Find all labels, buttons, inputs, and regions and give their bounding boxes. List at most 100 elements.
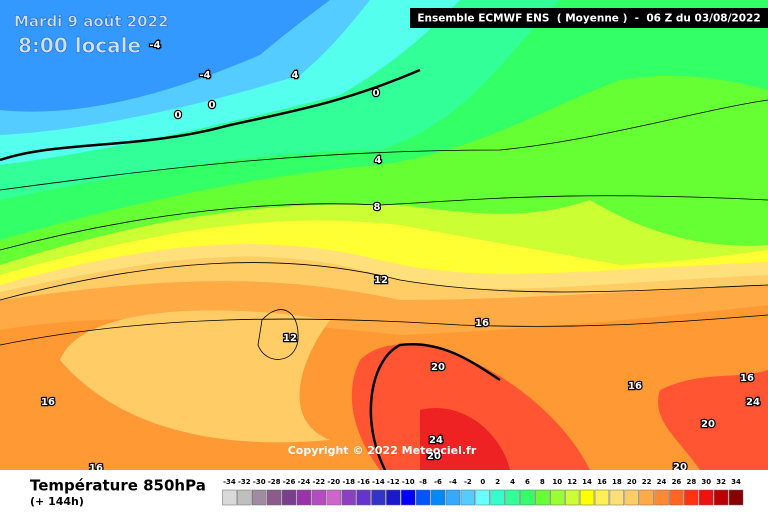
scale-swatch bbox=[684, 489, 699, 506]
contour-label: -4 bbox=[149, 40, 160, 51]
scale-label: -16 bbox=[357, 478, 370, 486]
scale-swatch bbox=[356, 489, 371, 506]
scale-swatch bbox=[252, 489, 267, 506]
scale-label: 10 bbox=[552, 478, 562, 486]
scale-swatch bbox=[564, 489, 580, 506]
contour-label: 12 bbox=[283, 333, 297, 344]
legend-title: Température 850hPa bbox=[30, 477, 206, 495]
header-box bbox=[410, 8, 768, 28]
contour-label: 16 bbox=[740, 373, 754, 384]
contour-label: 0 bbox=[373, 88, 380, 99]
contour-label: 16 bbox=[628, 381, 642, 392]
scale-swatch bbox=[520, 489, 535, 506]
map-fields bbox=[0, 0, 768, 471]
contour-label: 16 bbox=[41, 397, 55, 408]
scale-swatch bbox=[326, 489, 341, 506]
scale-label: 34 bbox=[731, 478, 741, 486]
contour-label: 0 bbox=[209, 100, 216, 111]
legend-lead: (+ 144h) bbox=[30, 495, 84, 508]
scale-swatch bbox=[296, 489, 312, 506]
scale-label: 18 bbox=[612, 478, 622, 486]
scale-label: 0 bbox=[480, 478, 485, 486]
scale-swatch bbox=[415, 489, 431, 506]
scale-label: 2 bbox=[495, 478, 500, 486]
scale-label: -32 bbox=[238, 478, 251, 486]
scale-label: -28 bbox=[268, 478, 281, 486]
contour-label: 4 bbox=[375, 155, 382, 166]
scale-label: -18 bbox=[342, 478, 355, 486]
scale-swatch bbox=[311, 489, 327, 506]
scale-swatch bbox=[445, 489, 461, 506]
scale-label: -6 bbox=[434, 478, 442, 486]
scale-label: 8 bbox=[540, 478, 545, 486]
scale-label: 32 bbox=[716, 478, 726, 486]
scale-label: 24 bbox=[657, 478, 667, 486]
scale-label: -22 bbox=[313, 478, 326, 486]
scale-label: -8 bbox=[419, 478, 427, 486]
scale-swatch bbox=[609, 489, 625, 506]
contour-label: 20 bbox=[427, 451, 441, 462]
contour-label: 24 bbox=[429, 435, 443, 446]
scale-swatch bbox=[654, 489, 669, 506]
scale-label: 20 bbox=[627, 478, 637, 486]
contour-label: 16 bbox=[475, 318, 489, 329]
scale-swatch bbox=[550, 489, 565, 506]
contour-label: 4 bbox=[292, 70, 299, 81]
scale-label: 22 bbox=[642, 478, 652, 486]
scale-swatch bbox=[237, 489, 252, 506]
scale-swatch bbox=[728, 489, 744, 506]
scale-swatch bbox=[639, 489, 654, 506]
scale-label: 28 bbox=[686, 478, 696, 486]
contour-label: 20 bbox=[431, 362, 445, 373]
scale-label: -10 bbox=[402, 478, 415, 486]
scale-swatch bbox=[713, 489, 729, 506]
scale-label: -20 bbox=[327, 478, 340, 486]
scale-label: 30 bbox=[701, 478, 711, 486]
scale-swatch bbox=[386, 489, 401, 506]
scale-label: -4 bbox=[449, 478, 457, 486]
scale-swatch bbox=[699, 489, 714, 506]
map-time: 8:00 locale bbox=[18, 34, 141, 58]
scale-swatch bbox=[371, 489, 386, 506]
scale-swatch bbox=[222, 489, 237, 506]
scale-swatch bbox=[460, 489, 476, 506]
contour-label: 0 bbox=[175, 110, 182, 121]
scale-label: 14 bbox=[582, 478, 592, 486]
scale-swatch bbox=[535, 489, 550, 506]
scale-label: -30 bbox=[253, 478, 266, 486]
scale-swatch bbox=[341, 489, 356, 506]
scale-label: -24 bbox=[298, 478, 311, 486]
scale-swatch bbox=[624, 489, 639, 506]
scale-swatch bbox=[401, 489, 416, 506]
scale-label: -26 bbox=[283, 478, 296, 486]
scale-swatch bbox=[669, 489, 684, 506]
contour-label: 24 bbox=[746, 397, 760, 408]
scale-label: 6 bbox=[525, 478, 530, 486]
map-date: Mardi 9 août 2022 bbox=[14, 13, 168, 31]
scale-swatch bbox=[579, 489, 595, 506]
scale-swatch bbox=[475, 489, 490, 506]
scale-label: -12 bbox=[387, 478, 400, 486]
copyright: Copyright © 2022 Meteociel.fr bbox=[288, 444, 477, 457]
contour-label: 20 bbox=[701, 419, 715, 430]
scale-swatch bbox=[594, 489, 610, 506]
scale-label: -2 bbox=[464, 478, 472, 486]
scale-label: -34 bbox=[223, 478, 236, 486]
scale-label: 4 bbox=[510, 478, 515, 486]
header-title: Ensemble ECMWF ENS ( Moyenne ) - 06 Z du… bbox=[417, 13, 760, 25]
scale-label: 26 bbox=[672, 478, 682, 486]
scale-label: 16 bbox=[597, 478, 607, 486]
color-scale: -34 -32 -30 -28 -26 -24 -22 -20 -18 -16 -14 -12 -10-… bbox=[222, 478, 744, 506]
scale-swatch bbox=[505, 489, 520, 506]
scale-swatch bbox=[281, 489, 297, 506]
contour-label: 8 bbox=[374, 202, 381, 213]
scale-label: 12 bbox=[567, 478, 577, 486]
scale-label: -14 bbox=[372, 478, 385, 486]
scale-swatch bbox=[266, 489, 282, 506]
contour-label: -4 bbox=[199, 70, 210, 81]
scale-swatch bbox=[490, 489, 505, 506]
scale-swatch bbox=[430, 489, 446, 506]
contour-label: 12 bbox=[374, 275, 388, 286]
